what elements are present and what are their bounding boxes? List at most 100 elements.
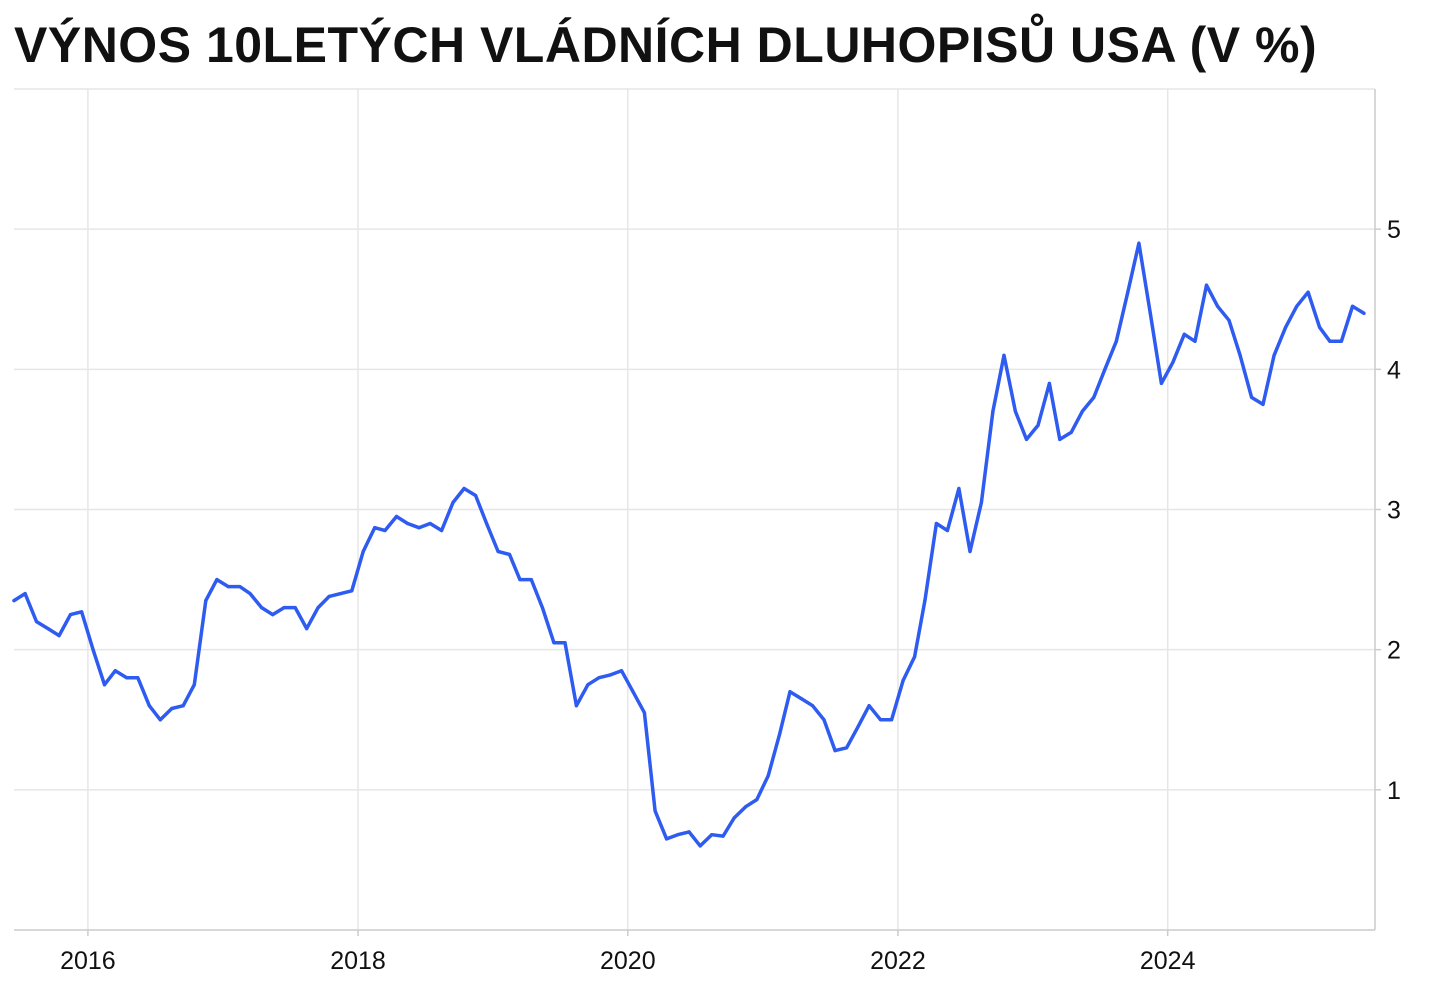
- data-point: [34, 620, 39, 624]
- data-point: [57, 634, 61, 638]
- data-point: [867, 704, 871, 708]
- data-point: [226, 585, 230, 589]
- data-point: [1339, 339, 1343, 343]
- data-point: [1284, 325, 1288, 329]
- x-tick-label: 2022: [870, 947, 926, 975]
- data-point: [215, 578, 219, 582]
- data-point: [698, 844, 702, 848]
- data-point: [1216, 304, 1220, 308]
- data-point: [485, 521, 489, 526]
- x-tick-label: 2018: [330, 947, 386, 975]
- data-point: [1295, 304, 1299, 308]
- data-point: [373, 526, 377, 530]
- data-point: [428, 521, 432, 526]
- data-point: [518, 578, 522, 582]
- data-point: [316, 606, 320, 610]
- data-point: [1193, 339, 1197, 343]
- data-point: [653, 809, 657, 813]
- data-point: [238, 585, 242, 589]
- data-point: [350, 589, 354, 593]
- data-point: [1362, 311, 1366, 315]
- data-point: [1058, 437, 1062, 441]
- data-point: [710, 833, 714, 837]
- data-point: [1227, 318, 1231, 322]
- data-point: [1002, 353, 1006, 357]
- data-point: [890, 718, 894, 722]
- data-point: [788, 690, 792, 694]
- data-point: [451, 500, 455, 505]
- tick-labels: 1 2 3 4 5 2016 2018 2020 2022 2024: [60, 216, 1401, 975]
- data-point: [91, 648, 95, 652]
- data-point: [474, 493, 478, 498]
- data-point: [383, 528, 387, 533]
- data-point: [204, 599, 208, 603]
- data-point: [563, 641, 567, 645]
- data-point: [507, 552, 512, 557]
- data-point: [305, 627, 309, 631]
- x-tick-label: 2020: [600, 947, 656, 975]
- data-point: [1047, 381, 1051, 385]
- data-point: [676, 833, 680, 837]
- data-point: [394, 514, 399, 519]
- y-tick-label: 1: [1387, 777, 1401, 805]
- data-point: [192, 683, 196, 687]
- data-point: [1114, 339, 1118, 343]
- data-point: [991, 409, 995, 413]
- data-point: [913, 655, 917, 659]
- axis-ticks: [87, 228, 1381, 936]
- data-point: [608, 673, 613, 677]
- data-point: [327, 594, 331, 599]
- data-point: [529, 578, 533, 582]
- data-point: [755, 798, 759, 802]
- data-point: [80, 610, 84, 614]
- data-point: [113, 669, 117, 673]
- data-point: [934, 521, 939, 526]
- data-point: [721, 834, 725, 838]
- data-point: [1171, 360, 1175, 364]
- data-point: [979, 500, 984, 505]
- data-point: [147, 704, 151, 708]
- data-point: [1069, 430, 1073, 434]
- data-point: [46, 627, 50, 631]
- data-point: [440, 528, 444, 533]
- data-point: [170, 706, 174, 711]
- data-point: [293, 606, 297, 610]
- data-point: [1036, 423, 1040, 427]
- data-point: [1182, 332, 1186, 336]
- chart-title: VÝNOS 10LETÝCH VLÁDNÍCH DLUHOPISŮ USA (V…: [14, 17, 1318, 73]
- data-point: [12, 599, 16, 603]
- data-point: [923, 599, 927, 603]
- data-point: [1261, 402, 1265, 406]
- data-point: [125, 676, 129, 680]
- data-point: [68, 613, 73, 617]
- data-point: [879, 718, 883, 722]
- data-point: [136, 676, 140, 680]
- data-point: [1272, 353, 1276, 357]
- data-point: [665, 837, 669, 841]
- data-point: [766, 774, 770, 778]
- y-tick-label: 5: [1387, 216, 1401, 244]
- data-point: [260, 606, 264, 610]
- data-point: [1024, 437, 1029, 441]
- data-point: [552, 641, 556, 645]
- data-point: [778, 732, 782, 736]
- data-point: [586, 683, 590, 687]
- series-points: [12, 241, 1366, 848]
- data-point: [631, 690, 635, 694]
- data-point: [1350, 304, 1355, 308]
- data-point: [417, 526, 421, 530]
- data-point: [687, 830, 691, 834]
- series-layer: [12, 241, 1366, 848]
- data-point: [1159, 381, 1163, 385]
- data-point: [339, 592, 343, 596]
- data-point: [833, 749, 837, 753]
- data-point: [1137, 241, 1141, 245]
- data-point: [957, 486, 961, 491]
- data-point: [1126, 290, 1130, 294]
- data-point: [732, 816, 736, 820]
- data-point: [845, 746, 849, 750]
- data-point: [1103, 367, 1107, 371]
- y-tick-label: 4: [1387, 356, 1401, 384]
- series-line: [12, 241, 1366, 848]
